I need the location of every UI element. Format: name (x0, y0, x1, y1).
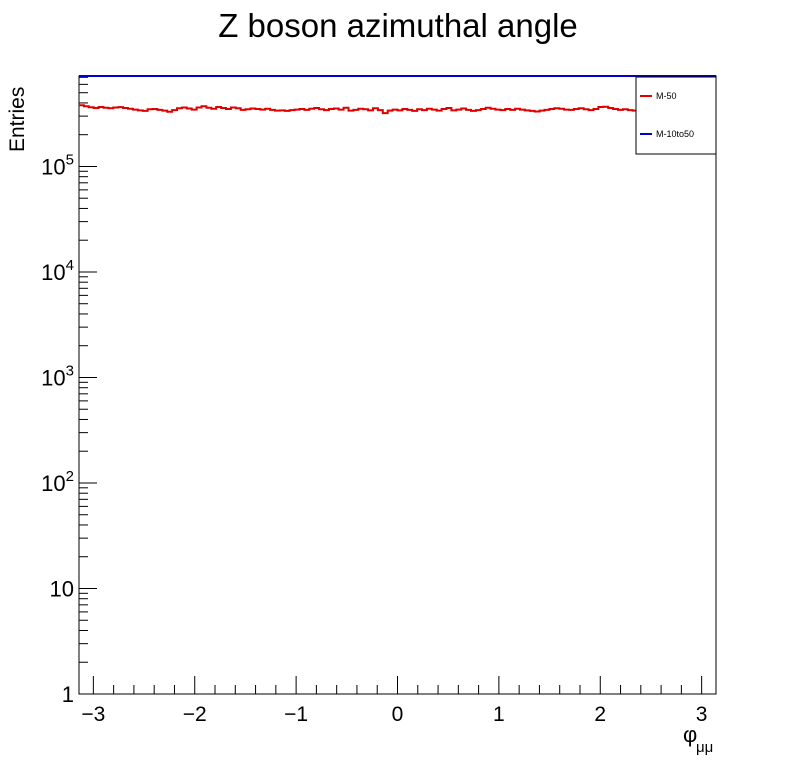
x-tick-label: 3 (696, 703, 708, 726)
y-tick-base: 10 (41, 154, 65, 179)
y-tick-label: 10 (50, 576, 74, 601)
y-tick-base: 10 (41, 365, 65, 390)
x-axis-label: φ μμ (683, 722, 713, 756)
y-axis-label: Entries (6, 87, 29, 152)
y-tick-label: 104 (41, 257, 74, 285)
x-tick-label: 2 (594, 703, 606, 726)
y-tick-exponent: 4 (66, 257, 74, 274)
x-axis-label-subscript: μμ (696, 739, 713, 756)
y-tick-exponent: 2 (66, 468, 74, 485)
series-layer (79, 75, 716, 115)
legend: M-50 M-10to50 (635, 76, 717, 155)
legend-box (635, 76, 717, 155)
x-tick-label: 1 (493, 703, 505, 726)
y-tick-label: 105 (41, 151, 74, 179)
y-tick-base: 10 (50, 576, 74, 601)
y-tick-base: 10 (41, 471, 65, 496)
x-tick-label: 0 (392, 703, 404, 726)
y-tick-label: 1 (62, 682, 74, 707)
x-tick-label: −2 (183, 703, 207, 726)
legend-label-m-10to50: M-10to50 (656, 129, 694, 139)
y-tick-base: 1 (62, 682, 74, 707)
y-tick-label: 102 (41, 468, 74, 496)
x-ticks: −3 −2 −1 0 1 2 3 (81, 676, 707, 726)
x-axis-label-main: φ (683, 722, 697, 747)
y-tick-exponent: 3 (66, 362, 74, 379)
y-tick-exponent: 5 (66, 151, 74, 168)
x-tick-label: −1 (284, 703, 308, 726)
x-tick-label: −3 (81, 703, 105, 726)
y-tick-label: 103 (41, 362, 74, 390)
plot-frame (78, 75, 717, 695)
legend-label-m-50: M-50 (656, 91, 677, 101)
chart-title: Z boson azimuthal angle (218, 7, 578, 44)
y-tick-base: 10 (41, 260, 65, 285)
series-line-m-50 (79, 104, 716, 115)
